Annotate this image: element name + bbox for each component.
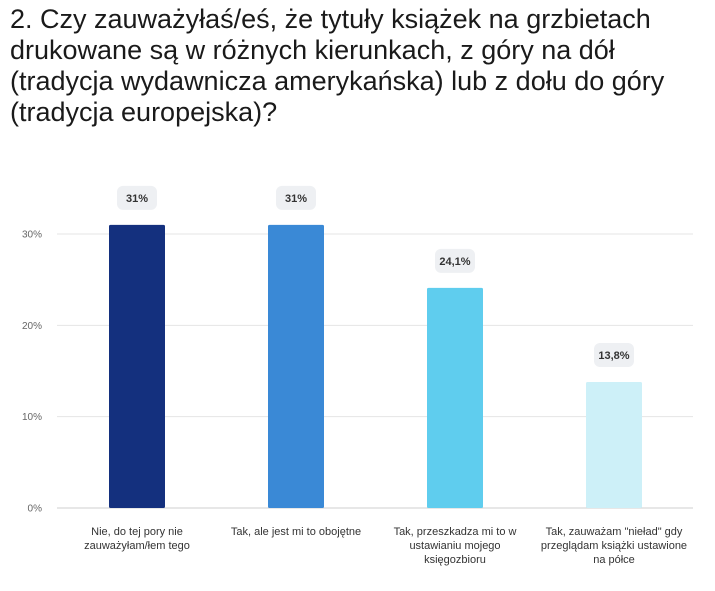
data-labels: 31% 31% 24,1% 13,8% xyxy=(117,185,634,367)
data-label-box-2 xyxy=(276,185,316,210)
bar-1 xyxy=(109,224,165,508)
category-label-3: Tak, przeszkadza mi to w ustawianiu moje… xyxy=(393,526,517,566)
data-label-3: 24,1% xyxy=(439,256,470,268)
data-label-box-3 xyxy=(435,248,475,273)
y-tick-label: 20% xyxy=(22,321,42,332)
bar-4 xyxy=(586,381,642,508)
bar-2 xyxy=(268,224,324,508)
y-tick-label: 30% xyxy=(22,230,42,241)
category-label-4: Tak, zauważam "nieład" gdy przeglądam ks… xyxy=(540,526,688,566)
category-label-2: Tak, ale jest mi to obojętne xyxy=(230,526,362,538)
y-tick-label: 10% xyxy=(22,412,42,423)
data-label-box-1 xyxy=(117,185,157,210)
question-title: 2. Czy zauważyłaś/eś, że tytuły książek … xyxy=(10,4,665,127)
category-label-1: Nie, do tej pory nie zauważyłam/łem tego xyxy=(84,526,190,552)
bar-3 xyxy=(427,287,483,508)
data-label-box-4 xyxy=(594,342,634,367)
data-label-1: 31% xyxy=(126,193,148,205)
data-label-4: 13,8% xyxy=(598,350,629,362)
y-tick-label: 0% xyxy=(28,504,43,515)
data-label-2: 31% xyxy=(285,193,307,205)
bars xyxy=(109,224,642,508)
y-axis-tick-labels: 0% 10% 20% 30% xyxy=(22,230,42,515)
